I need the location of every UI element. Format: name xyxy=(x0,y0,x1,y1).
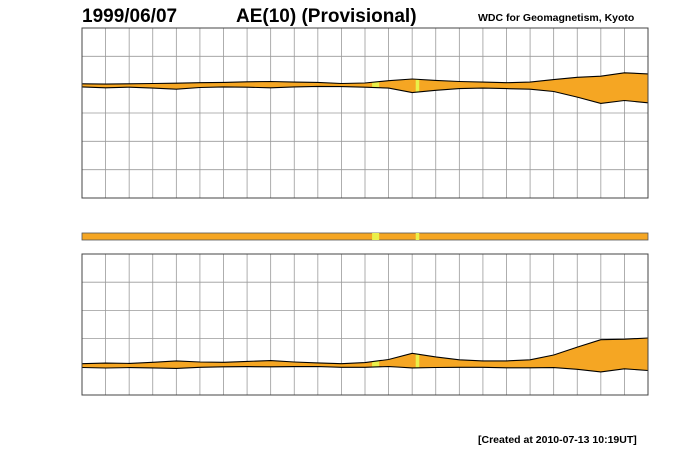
coverage-highlight xyxy=(415,338,420,372)
index-title: AE(10) (Provisional) xyxy=(236,6,417,27)
series-line-ae xyxy=(81,337,649,365)
series-line-au xyxy=(81,72,649,85)
coverage-bar-highlight xyxy=(415,233,420,240)
series-line-ao xyxy=(81,365,649,373)
plot-frame xyxy=(81,27,649,199)
created-label: [Created at 2010-07-13 10:19UT] xyxy=(478,434,637,446)
band-area-fill xyxy=(82,338,648,372)
coverage-bar-fill xyxy=(81,232,649,241)
coverage-highlight xyxy=(372,338,380,372)
series-line-al xyxy=(81,85,649,104)
au-al-panel xyxy=(81,27,649,199)
station-coverage-bar xyxy=(81,232,649,241)
ae-ao-panel xyxy=(81,253,649,396)
coverage-bar-highlight xyxy=(372,233,380,240)
date-title: 1999/06/07 xyxy=(82,6,177,27)
coverage-highlight xyxy=(415,72,420,104)
source-label: WDC for Geomagnetism, Kyoto xyxy=(478,12,634,24)
plot-frame xyxy=(81,253,649,396)
